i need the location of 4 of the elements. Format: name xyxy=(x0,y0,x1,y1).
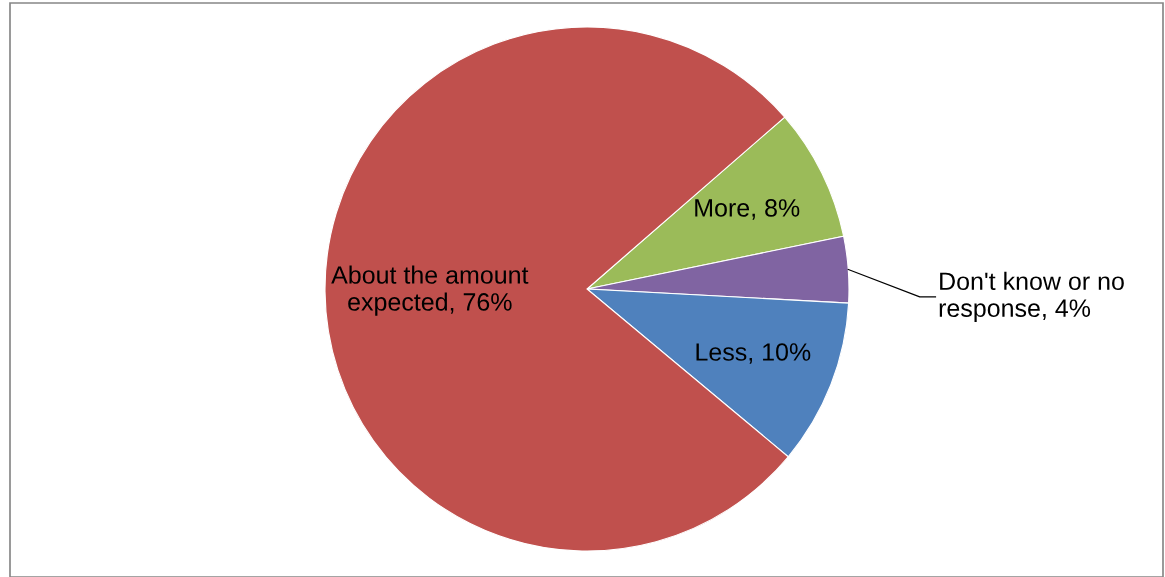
slice-label: Don't know or no response, 4% xyxy=(939,271,1124,322)
slice-label: More, 8% xyxy=(695,199,800,220)
slice-label: About the amount expected, 76% xyxy=(331,265,529,316)
slice-label: Less, 10% xyxy=(696,343,811,364)
